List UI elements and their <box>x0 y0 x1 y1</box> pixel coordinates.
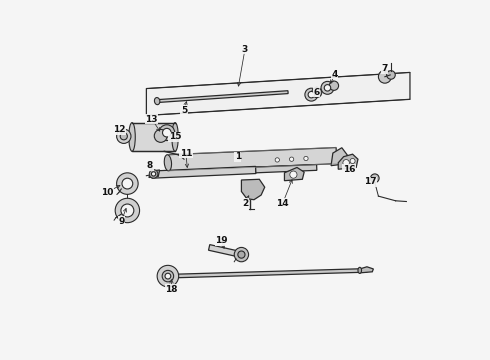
Circle shape <box>149 170 158 178</box>
Circle shape <box>304 156 308 161</box>
Circle shape <box>343 159 349 166</box>
Text: 7: 7 <box>382 64 388 73</box>
Polygon shape <box>147 72 410 116</box>
Polygon shape <box>338 154 358 169</box>
Text: 13: 13 <box>146 114 158 123</box>
Text: 2: 2 <box>242 199 248 208</box>
Circle shape <box>321 81 334 94</box>
Circle shape <box>290 171 297 178</box>
Polygon shape <box>242 179 265 200</box>
Circle shape <box>329 81 339 90</box>
Circle shape <box>238 251 245 258</box>
Text: 17: 17 <box>364 177 377 186</box>
Circle shape <box>117 129 131 143</box>
Circle shape <box>162 270 173 282</box>
Ellipse shape <box>154 98 160 105</box>
Text: 18: 18 <box>165 285 178 294</box>
Circle shape <box>122 178 133 189</box>
Text: 8: 8 <box>147 161 153 170</box>
Circle shape <box>305 88 318 101</box>
Circle shape <box>165 273 171 279</box>
Circle shape <box>308 91 315 98</box>
Text: 6: 6 <box>314 87 320 96</box>
Circle shape <box>312 87 322 98</box>
Circle shape <box>350 158 355 163</box>
Text: 3: 3 <box>242 45 248 54</box>
Circle shape <box>234 247 248 262</box>
Ellipse shape <box>129 123 135 151</box>
Polygon shape <box>209 244 242 257</box>
Circle shape <box>120 133 127 140</box>
Polygon shape <box>331 148 347 166</box>
Circle shape <box>121 204 134 217</box>
Circle shape <box>370 174 379 183</box>
Polygon shape <box>151 166 256 178</box>
Polygon shape <box>132 123 175 151</box>
Circle shape <box>159 125 175 140</box>
Polygon shape <box>285 167 304 181</box>
Circle shape <box>151 172 156 176</box>
Text: 9: 9 <box>118 217 124 226</box>
Text: 10: 10 <box>101 188 113 197</box>
Ellipse shape <box>164 155 171 171</box>
Text: 15: 15 <box>169 132 181 141</box>
Circle shape <box>157 265 179 287</box>
Circle shape <box>387 71 395 79</box>
Text: 19: 19 <box>216 237 228 246</box>
Ellipse shape <box>358 267 362 273</box>
Text: 1: 1 <box>235 152 241 161</box>
Text: 12: 12 <box>113 125 126 134</box>
Circle shape <box>275 158 279 162</box>
Text: 11: 11 <box>179 149 192 158</box>
Polygon shape <box>360 267 373 273</box>
Text: 4: 4 <box>331 70 338 79</box>
Circle shape <box>290 157 294 161</box>
Text: 5: 5 <box>181 105 187 114</box>
Text: 16: 16 <box>343 165 355 174</box>
Circle shape <box>117 173 138 194</box>
Circle shape <box>115 198 140 223</box>
Circle shape <box>163 129 171 137</box>
Circle shape <box>154 130 167 142</box>
Circle shape <box>378 70 392 83</box>
Polygon shape <box>168 148 337 171</box>
Text: 14: 14 <box>276 199 289 208</box>
Circle shape <box>324 85 331 91</box>
Polygon shape <box>172 269 367 278</box>
Polygon shape <box>157 91 288 103</box>
Polygon shape <box>256 165 317 173</box>
Polygon shape <box>149 170 160 177</box>
Ellipse shape <box>172 123 178 151</box>
